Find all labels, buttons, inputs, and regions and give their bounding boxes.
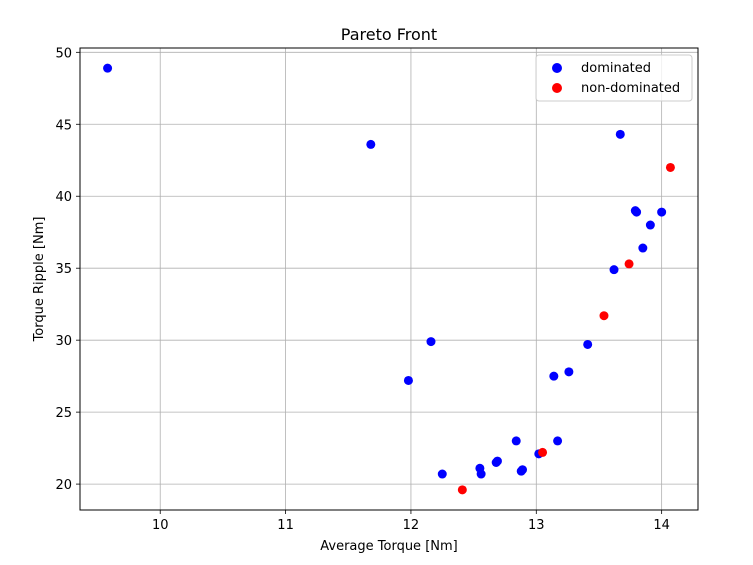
point-dominated [638,243,648,253]
legend-label-dominated: dominated [581,61,651,76]
x-tick-label: 11 [277,518,294,533]
point-dominated [549,371,559,381]
point-dominated [492,456,502,466]
point-dominated [366,139,376,149]
point-non-dominated [624,259,634,269]
point-dominated [103,63,113,73]
point-dominated [583,339,593,349]
legend-marker-dominated [552,63,562,73]
point-dominated [609,265,619,275]
point-dominated [564,367,574,377]
legend-label-non-dominated: non-dominated [581,81,680,96]
y-tick-label: 35 [55,262,72,277]
y-tick-label: 25 [55,406,72,421]
point-dominated [518,465,528,475]
point-non-dominated [599,311,609,321]
x-tick-label: 13 [528,518,545,533]
x-tick-label: 14 [653,518,670,533]
plot-frame [79,47,699,511]
point-dominated [476,469,486,479]
point-dominated [426,337,436,347]
data-points [103,63,675,495]
x-tick-label: 10 [152,518,169,533]
point-dominated [553,436,563,446]
point-non-dominated [665,162,675,172]
y-tick-label: 45 [55,118,72,133]
grid-lines [80,48,698,510]
point-dominated [615,129,625,139]
y-axis-title: Torque Ripple [Nm] [32,217,47,343]
point-dominated [645,220,655,230]
axis-ticks: 10 11 12 13 14 20 25 30 35 40 45 50 [55,46,669,533]
x-tick-label: 12 [403,518,420,533]
point-non-dominated [538,447,548,457]
point-dominated [657,207,667,217]
y-tick-label: 50 [55,46,72,61]
y-tick-label: 20 [55,478,72,493]
chart-title: Pareto Front [341,25,437,44]
y-tick-label: 40 [55,190,72,205]
point-dominated [437,469,447,479]
x-axis-title: Average Torque [Nm] [320,539,457,554]
y-tick-label: 30 [55,334,72,349]
legend-marker-non-dominated [552,83,562,93]
legend-box [535,54,693,102]
point-dominated [403,375,413,385]
legend: dominated non-dominated [535,54,693,102]
point-dominated [632,207,642,217]
point-non-dominated [457,485,467,495]
point-dominated [511,436,521,446]
